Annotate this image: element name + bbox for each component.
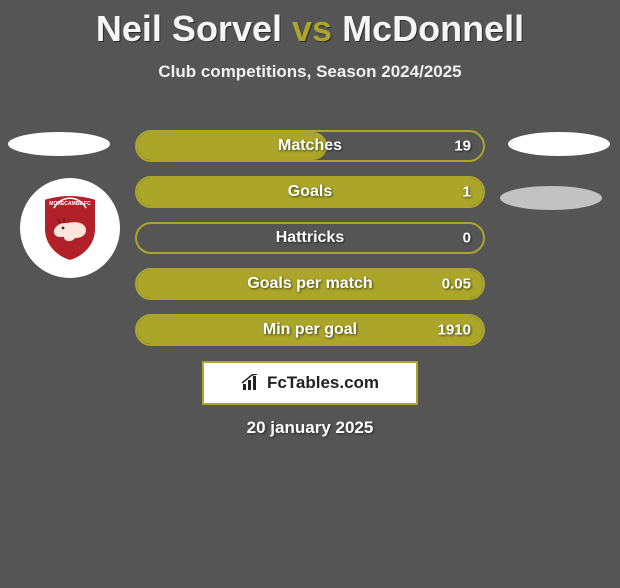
decorative-ellipse	[8, 132, 110, 156]
title-player1: Neil Sorvel	[96, 8, 282, 49]
stats-list: Matches19 Goals1 Hattricks0 Goals per match…	[135, 130, 485, 360]
stat-fill	[137, 316, 483, 344]
stat-row: Min per goal1910	[135, 314, 485, 346]
stat-value: 19	[454, 138, 471, 155]
svg-text:MORECAMBE FC: MORECAMBE FC	[49, 201, 91, 207]
stat-fill	[137, 178, 483, 206]
stat-row: Goals per match0.05	[135, 268, 485, 300]
stat-row: Hattricks0	[135, 222, 485, 254]
stat-row: Matches19	[135, 130, 485, 162]
page-title: Neil Sorvel vs McDonnell	[0, 8, 620, 50]
stat-fill	[137, 270, 483, 298]
brand-text: FcTables.com	[267, 373, 379, 393]
stat-row: Goals1	[135, 176, 485, 208]
title-player2: McDonnell	[342, 8, 524, 49]
brand-box: FcTables.com	[202, 361, 418, 405]
title-vs: vs	[292, 8, 332, 49]
chart-icon	[241, 374, 261, 392]
subtitle: Club competitions, Season 2024/2025	[0, 62, 620, 82]
decorative-ellipse	[500, 186, 602, 210]
decorative-ellipse	[508, 132, 610, 156]
stat-label: Hattricks	[137, 229, 483, 247]
stat-fill	[137, 132, 327, 160]
stat-value: 0	[463, 230, 471, 247]
club-badge: MORECAMBE FC	[20, 178, 120, 278]
date-text: 20 january 2025	[0, 418, 620, 438]
club-shield-icon: MORECAMBE FC	[40, 193, 100, 263]
